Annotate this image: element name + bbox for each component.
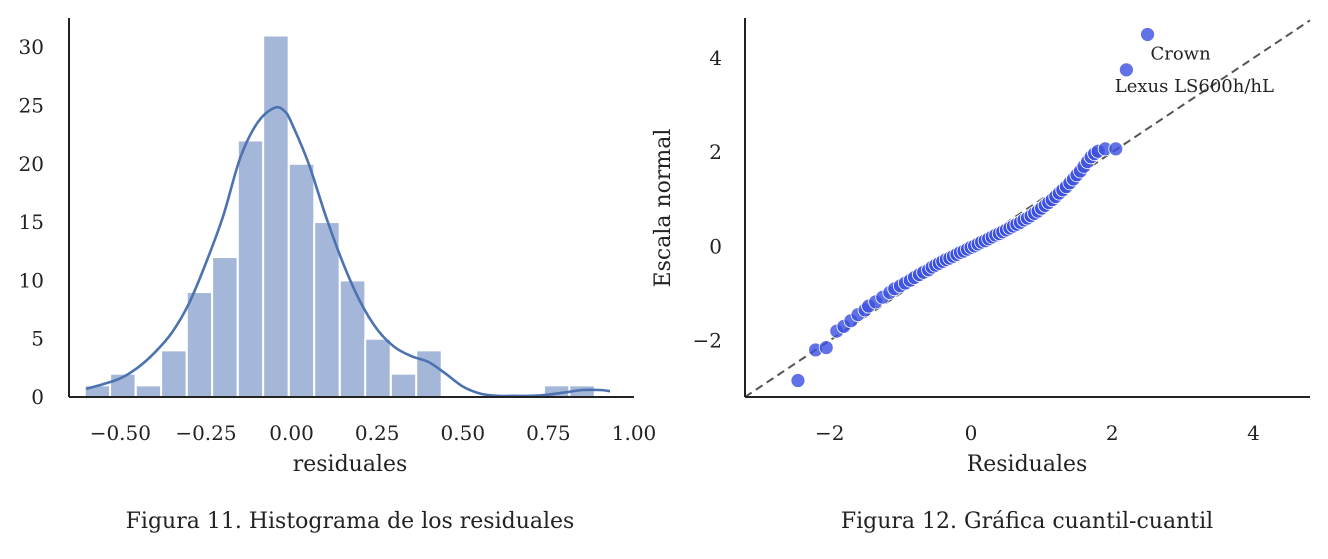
qq-y-ticks: −2 0 2 4 — [693, 46, 722, 352]
caption-left: Figura 11. Histograma de los residuales — [126, 509, 575, 534]
histogram-bar — [262, 34, 290, 398]
qq-point-annotation: Lexus LS600h/hL — [1115, 76, 1274, 97]
qq-x-tick-label: 2 — [1106, 421, 1119, 445]
histogram-bar — [160, 349, 188, 399]
histogram-x-tick-label: −0.50 — [90, 421, 151, 445]
qq-points — [790, 27, 1155, 388]
qq-point — [1118, 62, 1134, 78]
caption-right: Figura 12. Gráfica cuantil-cuantil — [841, 509, 1213, 534]
qq-x-tick-label: −2 — [815, 421, 844, 445]
histogram-chart: −0.50 −0.25 0.00 0.25 0.50 0.75 1.00 0 5 10 15 20 2… — [19, 18, 657, 477]
histogram-y-tick-label: 5 — [31, 327, 44, 351]
qq-x-axis-label: Residuales — [967, 452, 1088, 477]
histogram-x-tick-label: 0.50 — [441, 421, 486, 445]
histogram-x-tick-label: 0.25 — [355, 421, 400, 445]
histogram-bar — [313, 221, 341, 398]
qq-reference-line — [744, 19, 1311, 398]
histogram-bar — [364, 337, 392, 399]
histogram-x-axis-label: residuales — [293, 452, 408, 477]
histogram-bar — [134, 384, 163, 399]
qq-x-tick-label: 0 — [965, 421, 978, 445]
histogram-x-tick-label: 1.00 — [612, 421, 657, 445]
kde-curve — [85, 105, 611, 398]
histogram-bar — [338, 279, 367, 398]
qq-y-axis-label: Escala normal — [651, 129, 676, 288]
qq-axes — [744, 18, 1310, 398]
histogram-y-tick-label: 10 — [19, 268, 44, 292]
qq-point — [1108, 141, 1124, 157]
histogram-bars — [83, 34, 596, 399]
histogram-y-tick-label: 20 — [19, 152, 44, 176]
histogram-bar — [389, 372, 418, 398]
histogram-axes — [68, 18, 634, 398]
histogram-bar — [415, 349, 443, 399]
histogram-x-ticks: −0.50 −0.25 0.00 0.25 0.50 0.75 1.00 — [90, 421, 657, 445]
histogram-bar — [211, 256, 239, 398]
histogram-x-tick-label: 0.75 — [526, 421, 571, 445]
histogram-y-tick-label: 30 — [19, 35, 44, 59]
qq-x-tick-label: 4 — [1247, 421, 1260, 445]
histogram-bar — [185, 291, 214, 398]
qq-point-annotation: Crown — [1150, 43, 1211, 64]
qq-point — [790, 373, 806, 388]
qq-plot-chart: −2 0 2 4 −2 0 2 4 Crown Lexus LS600h/hL Residua… — [651, 18, 1311, 477]
histogram-y-tick-label: 25 — [19, 93, 44, 117]
histogram-x-tick-label: 0.00 — [269, 421, 314, 445]
histogram-y-ticks: 0 5 10 15 20 25 30 — [19, 35, 44, 409]
histogram-bar — [287, 162, 316, 398]
qq-x-ticks: −2 0 2 4 — [815, 421, 1260, 445]
histogram-bar — [236, 139, 265, 398]
qq-annotations: Crown Lexus LS600h/hL — [1115, 43, 1274, 96]
histogram-y-tick-label: 15 — [19, 210, 44, 234]
qq-point — [818, 340, 834, 355]
qq-y-tick-label: 2 — [709, 140, 722, 164]
histogram-y-tick-label: 0 — [31, 385, 44, 409]
qq-y-tick-label: −2 — [693, 329, 722, 353]
qq-y-tick-label: 4 — [709, 46, 722, 70]
qq-point — [1140, 27, 1155, 42]
qq-y-tick-label: 0 — [709, 234, 722, 258]
histogram-x-tick-label: −0.25 — [175, 421, 236, 445]
